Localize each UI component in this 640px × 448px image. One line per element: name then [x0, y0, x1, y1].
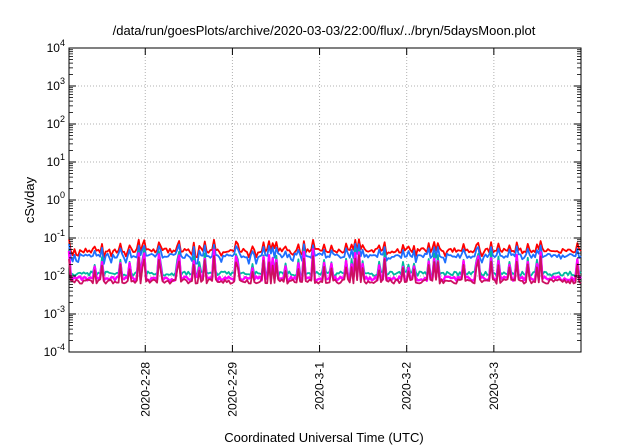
x-tick-label: 2020-3-1: [313, 362, 327, 410]
plot-area: 10-4 10-3 10-2 10-1 100 101 102 103 104 2020-2-2…: [44, 38, 582, 417]
x-tick-label: 2020-3-2: [400, 362, 414, 410]
y-tick-label: 102: [47, 114, 65, 131]
series-line: [68, 254, 582, 285]
x-tick-label: 2020-3-3: [487, 362, 501, 410]
y-axis: 10-4 10-3 10-2 10-1 100 101 102 103 104: [44, 38, 581, 359]
x-tick-label: 2020-2-29: [225, 362, 239, 417]
x-tick-label: 2020-2-28: [138, 362, 152, 417]
y-tick-label: 103: [47, 76, 65, 93]
y-axis-title: cSv/day: [22, 176, 37, 223]
x-axis: 2020-2-28 2020-2-29 2020-3-1 2020-3-2 2020-3…: [138, 48, 501, 417]
y-tick-label: 10-3: [44, 304, 65, 321]
x-axis-title: Coordinated Universal Time (UTC): [224, 430, 423, 445]
y-tick-label: 10-2: [44, 266, 65, 283]
y-tick-label: 104: [47, 38, 65, 55]
y-tick-label: 100: [47, 190, 65, 207]
y-tick-label: 10-4: [44, 342, 65, 359]
chart-title: /data/run/goesPlots/archive/2020-03-03/2…: [113, 23, 536, 38]
grid: [69, 48, 581, 352]
series-group: [67, 238, 582, 285]
y-tick-label: 101: [47, 152, 65, 169]
series-line: [68, 238, 582, 259]
y-tick-label: 10-1: [44, 228, 65, 245]
series-line: [68, 242, 582, 265]
